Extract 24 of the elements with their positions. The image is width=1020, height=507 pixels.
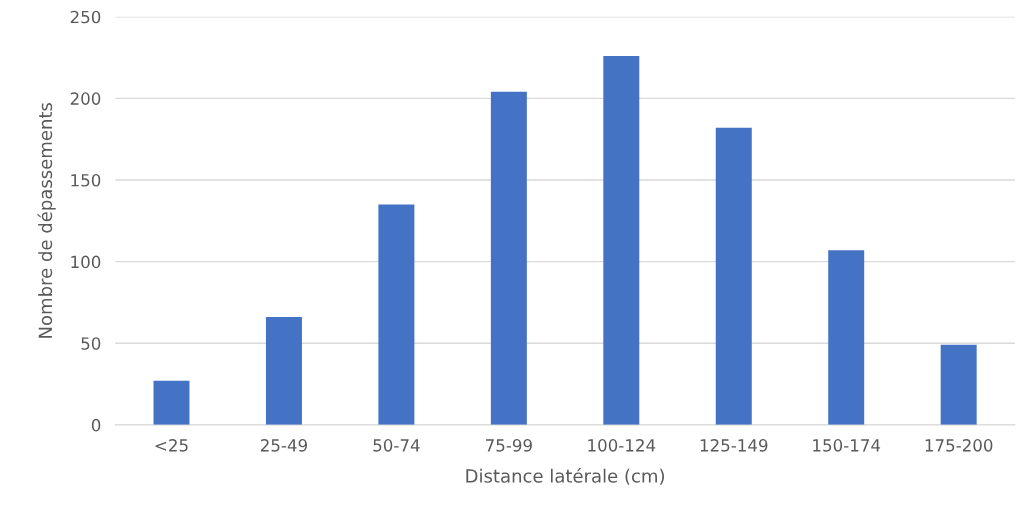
y-tick-label: 100 bbox=[71, 255, 101, 269]
bar bbox=[715, 127, 752, 425]
bar bbox=[828, 250, 865, 425]
bar bbox=[153, 380, 190, 425]
y-tick-label: 150 bbox=[71, 173, 101, 187]
x-tick-label: 75-99 bbox=[486, 439, 532, 452]
y-tick-label: 250 bbox=[70, 10, 101, 24]
y-tick-label: 200 bbox=[70, 92, 101, 105]
x-tick-label: 125-149 bbox=[700, 439, 768, 452]
y-axis-title: Nombre de dépassements bbox=[37, 102, 56, 338]
x-tick-label: 25-49 bbox=[260, 439, 307, 452]
bar bbox=[940, 344, 977, 425]
y-tick-label: 0 bbox=[91, 418, 101, 432]
x-tick-label: 50-74 bbox=[373, 439, 420, 452]
x-axis-title: Distance latérale (cm) bbox=[466, 468, 664, 485]
x-tick-label: 175-200 bbox=[925, 439, 993, 452]
bar bbox=[378, 204, 415, 425]
bar bbox=[490, 91, 527, 425]
x-tick-label: 100-124 bbox=[588, 439, 656, 452]
x-tick-label: 150-174 bbox=[813, 439, 881, 452]
bar bbox=[603, 55, 640, 425]
y-tick-label: 50 bbox=[81, 337, 101, 350]
x-tick-label: <25 bbox=[155, 439, 188, 452]
bar bbox=[265, 317, 302, 425]
